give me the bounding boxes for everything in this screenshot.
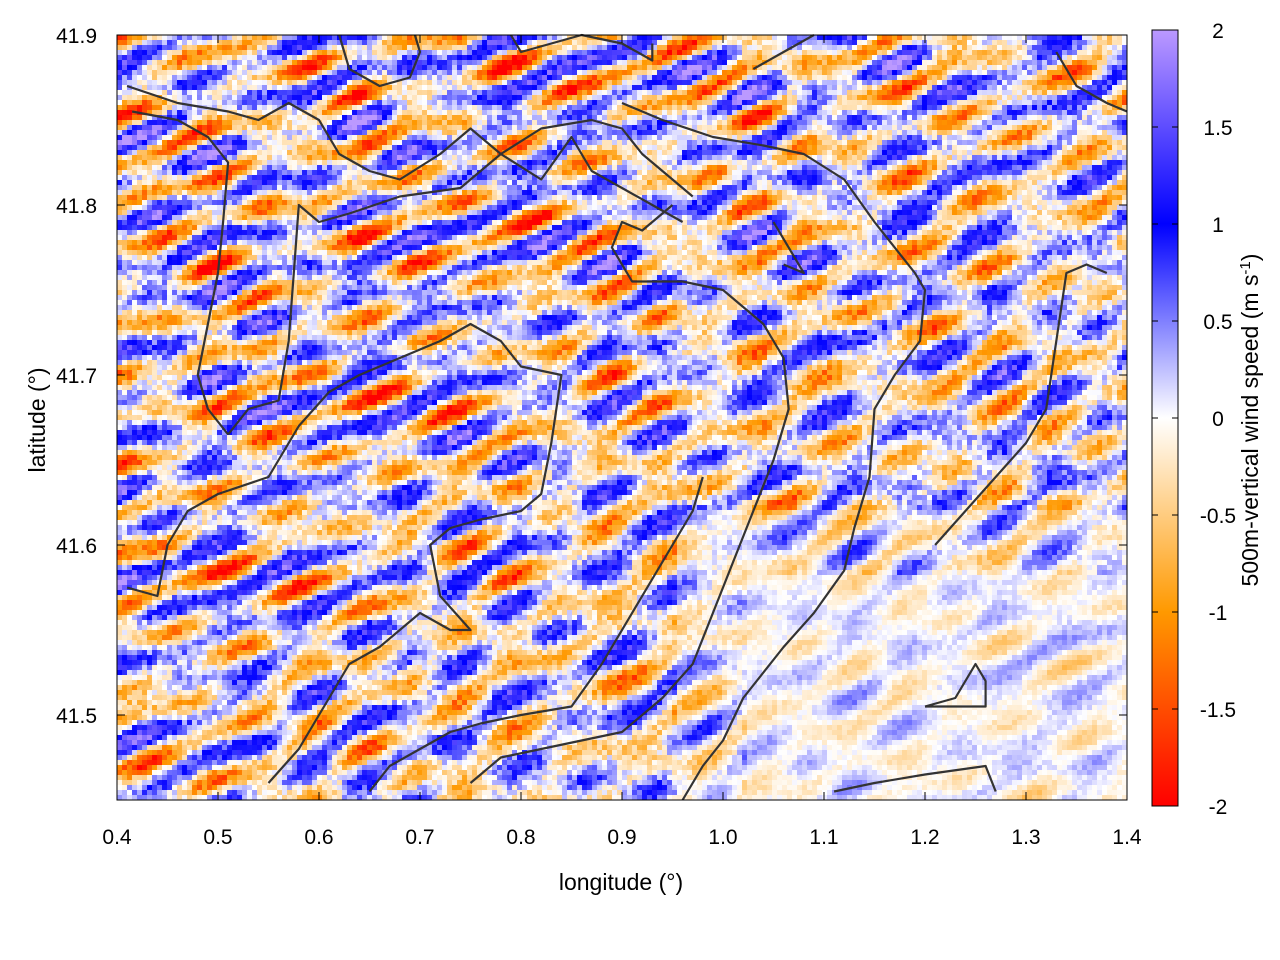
x-tick-label: 0.7 xyxy=(405,826,434,849)
contour-line-12 xyxy=(924,662,987,708)
x-tick-label: 0.4 xyxy=(102,826,132,849)
x-tick-label: 0.6 xyxy=(304,826,333,849)
colorbar-tick-label: -2 xyxy=(1209,796,1228,819)
colorbar-tick-label: -1.5 xyxy=(1200,699,1236,722)
y-tick-label: 41.8 xyxy=(56,195,97,218)
x-tick-label: 0.9 xyxy=(607,826,636,849)
contour-line-14 xyxy=(772,221,805,275)
contour-line-7 xyxy=(126,322,563,784)
contour-line-2 xyxy=(227,118,694,436)
x-tick-label: 1.1 xyxy=(809,826,838,849)
x-tick-label: 1.0 xyxy=(708,826,737,849)
colorbar-tick-label: -0.5 xyxy=(1200,505,1236,528)
x-tick-label: 0.5 xyxy=(203,826,232,849)
colorbar-tick-label: 0 xyxy=(1212,408,1224,431)
contour-line-3 xyxy=(338,34,422,88)
x-tick-label: 0.8 xyxy=(506,826,535,849)
colorbar-label: 500m-vertical wind speed (m s-1) xyxy=(1237,254,1264,587)
contour-line-13 xyxy=(934,263,1108,546)
x-tick-label: 1.4 xyxy=(1112,826,1142,849)
colorbar-tick-label: 2 xyxy=(1212,20,1224,43)
contour-line-10 xyxy=(1055,51,1128,113)
heatmap-cells xyxy=(117,35,1127,800)
y-axis-label: latitude (°) xyxy=(24,367,50,472)
contour-line-9 xyxy=(752,34,815,70)
colorbar-tick-label: 1.5 xyxy=(1203,117,1232,140)
x-axis-label: longitude (°) xyxy=(559,869,683,895)
colorbar-tick-label: -1 xyxy=(1209,602,1228,625)
contour-line-5 xyxy=(621,101,927,801)
x-axis: 0.4 0.5 0.6 0.7 0.8 0.9 1.0 1.1 1.2 1.3 1.4 xyxy=(102,35,1142,849)
contour-line-1 xyxy=(131,110,230,436)
y-tick-label: 41.7 xyxy=(56,365,97,388)
contour-lines xyxy=(126,33,1128,801)
heatmap-field xyxy=(117,35,1127,800)
contour-line-11 xyxy=(833,764,997,793)
colorbar-tick-label: 0.5 xyxy=(1203,311,1232,334)
x-tick-label: 1.2 xyxy=(910,826,939,849)
y-tick-label: 41.6 xyxy=(56,535,97,558)
contour-line-8 xyxy=(368,476,704,793)
y-tick-label: 41.5 xyxy=(56,705,97,728)
y-tick-label: 41.9 xyxy=(56,25,97,48)
colorbar-ticks: 2 1.5 1 0.5 0 -0.5 -1 -1.5 -2 xyxy=(1152,20,1236,819)
colorbar-tick-label: 1 xyxy=(1212,214,1224,237)
contour-line-0 xyxy=(126,84,684,223)
x-tick-label: 1.3 xyxy=(1011,826,1040,849)
contour-line-6 xyxy=(469,204,790,784)
y-axis: 41.5 41.6 41.7 41.8 41.9 xyxy=(56,25,1127,728)
